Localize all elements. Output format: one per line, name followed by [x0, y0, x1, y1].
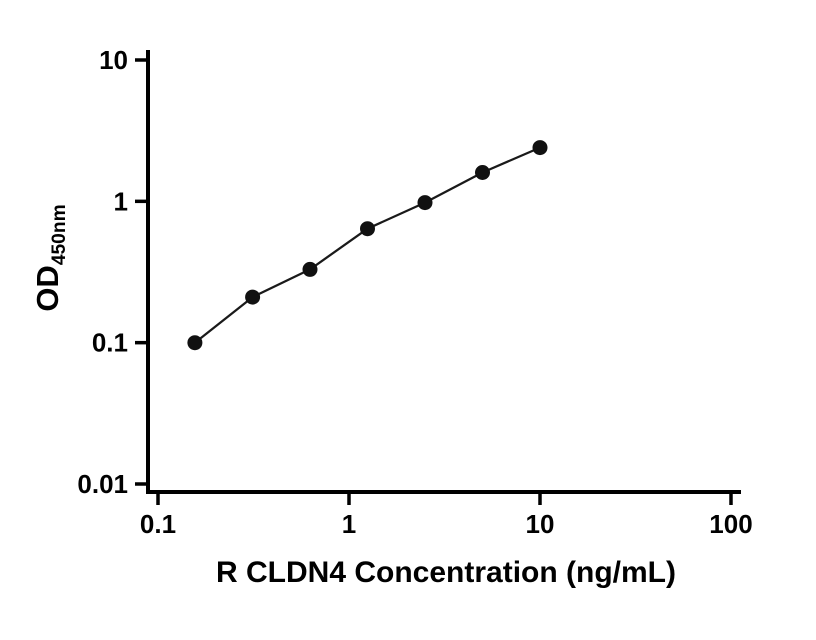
y-axis-title-subscript: 450nm [49, 204, 71, 266]
data-point [360, 221, 375, 237]
data-point [245, 289, 261, 305]
y-tick-label: 1 [114, 186, 128, 216]
x-axis-title: R CLDN4 Concentration (ng/mL) [216, 556, 676, 589]
data-point [187, 335, 203, 351]
data-point [532, 140, 548, 156]
data-point [302, 261, 318, 277]
axis-lines [146, 50, 741, 494]
x-tick-label: 10 [526, 509, 555, 539]
x-tick-label: 100 [709, 509, 752, 539]
y-axis-title: OD450nm [30, 204, 70, 312]
data-point [475, 165, 490, 180]
y-tick-label: 0.1 [92, 328, 128, 358]
y-tick-label: 10 [99, 45, 128, 75]
y-tick-label: 0.01 [77, 469, 128, 499]
x-tick-label: 1 [342, 509, 356, 539]
y-axis-title-main: OD [30, 265, 65, 312]
data-point [417, 195, 433, 211]
x-tick-label: 0.1 [140, 509, 176, 539]
